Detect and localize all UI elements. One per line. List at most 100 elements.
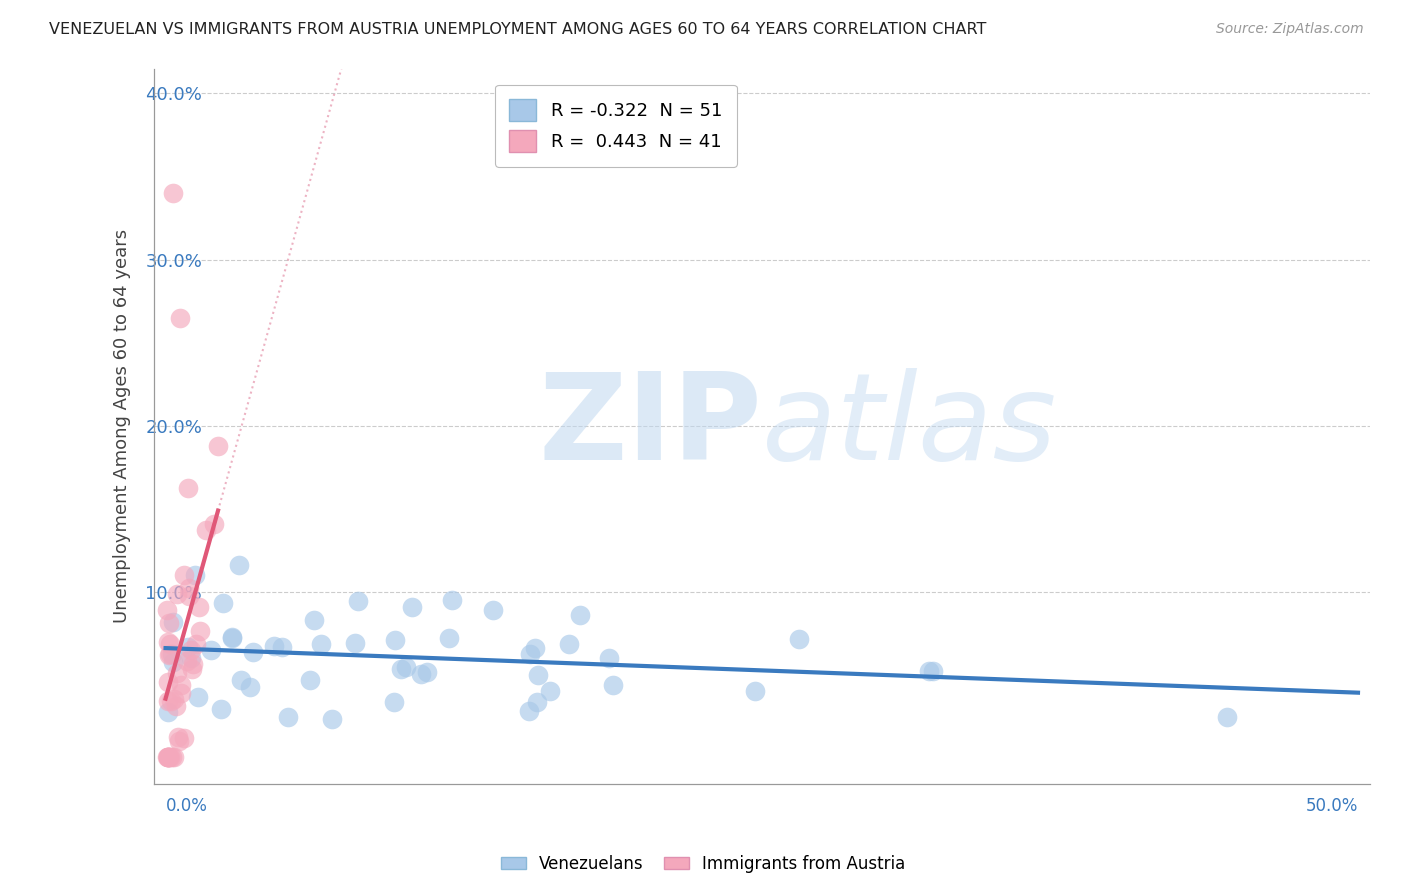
Point [344,636,367,650]
Point [207,439,229,453]
Point [519,704,541,718]
Point [401,599,423,614]
Y-axis label: Unemployment Among Ages 60 to 64 years: Unemployment Among Ages 60 to 64 years [114,229,131,624]
Point [177,481,200,495]
Point [395,660,418,674]
Point [183,657,205,672]
Point [744,683,766,698]
Legend: R = -0.322  N = 51, R =  0.443  N = 41: R = -0.322 N = 51, R = 0.443 N = 41 [495,85,737,167]
Legend: Venezuelans, Immigrants from Austria: Venezuelans, Immigrants from Austria [494,848,912,880]
Point [162,655,184,669]
Point [187,690,209,705]
Point [177,640,200,655]
Point [598,651,620,665]
Point [918,664,941,678]
Point [165,699,187,714]
Text: ZIP: ZIP [538,368,762,484]
Point [602,677,624,691]
Point [180,643,202,657]
Text: VENEZUELAN VS IMMIGRANTS FROM AUSTRIA UNEMPLOYMENT AMONG AGES 60 TO 64 YEARS COR: VENEZUELAN VS IMMIGRANTS FROM AUSTRIA UN… [49,22,987,37]
Text: Source: ZipAtlas.com: Source: ZipAtlas.com [1216,22,1364,37]
Point [1216,710,1239,724]
Point [166,665,188,680]
Point [277,710,299,724]
Point [160,750,183,764]
Point [481,603,503,617]
Point [157,750,180,764]
Point [271,640,294,654]
Point [167,733,190,747]
Point [558,637,581,651]
Point [157,750,180,764]
Text: atlas: atlas [762,368,1057,484]
Point [170,678,193,692]
Point [173,731,195,745]
Point [347,594,370,608]
Point [212,596,235,610]
Point [159,693,181,707]
Point [156,706,179,720]
Point [169,311,191,326]
Point [382,695,405,709]
Point [176,654,198,668]
Point [209,702,232,716]
Point [231,673,253,688]
Point [162,186,184,201]
Point [239,680,262,694]
Point [157,750,180,764]
Point [309,637,332,651]
Point [156,750,179,764]
Point [409,666,432,681]
Point [526,695,548,709]
Point [163,750,186,764]
Point [156,750,179,764]
Point [221,630,243,644]
Point [160,647,183,661]
Point [789,632,811,647]
Point [159,636,181,650]
Point [162,615,184,629]
Point [180,651,202,665]
Point [156,694,179,708]
Point [298,673,321,687]
Point [569,608,592,623]
Point [166,587,188,601]
Point [156,635,179,649]
Point [228,558,250,573]
Point [519,647,541,661]
Point [389,662,412,676]
Point [200,643,222,657]
Point [179,589,201,603]
Point [177,581,200,595]
Point [181,662,204,676]
Point [184,567,207,582]
Point [195,523,218,537]
Point [922,665,945,679]
Point [157,675,180,690]
Point [304,613,326,627]
Point [524,641,547,656]
Point [157,750,180,764]
Point [188,624,211,639]
Point [170,686,193,700]
Point [166,731,188,745]
Point [159,647,181,661]
Point [202,516,225,531]
Point [159,750,181,764]
Point [384,633,406,648]
Point [437,631,460,645]
Text: 0.0%: 0.0% [166,797,208,815]
Point [156,603,179,617]
Text: 50.0%: 50.0% [1306,797,1358,815]
Point [538,683,561,698]
Point [157,648,180,662]
Point [321,712,343,726]
Point [440,593,463,607]
Point [221,632,243,646]
Point [263,639,285,653]
Point [163,692,186,706]
Point [184,637,207,651]
Point [415,665,437,679]
Point [242,645,264,659]
Point [173,568,195,582]
